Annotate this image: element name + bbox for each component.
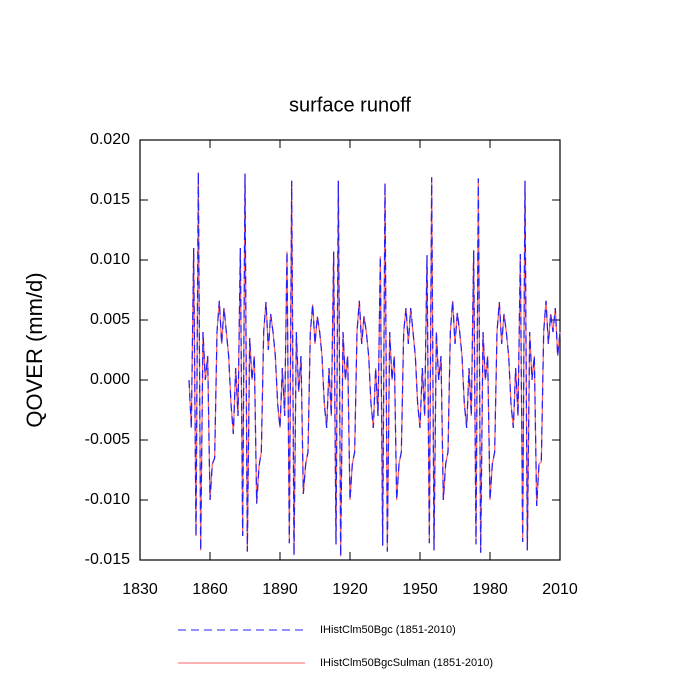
y-tick-label: 0.000 [90, 371, 130, 388]
y-tick-label: -0.005 [85, 431, 130, 448]
x-tick-label: 1980 [472, 581, 508, 598]
legend-label: IHistClm50Bgc (1851-2010) [320, 624, 456, 636]
y-tick-label: -0.015 [85, 551, 130, 568]
x-tick-label: 1920 [332, 581, 368, 598]
y-tick-label: -0.010 [85, 491, 130, 508]
x-tick-label: 1950 [402, 581, 438, 598]
y-tick-label: 0.005 [90, 311, 130, 328]
series-line [188, 172, 561, 557]
chart-title: surface runoff [289, 94, 411, 116]
y-axis-label: QOVER (mm/d) [22, 272, 47, 427]
x-tick-label: 1860 [192, 581, 228, 598]
x-tick-label: 1890 [262, 581, 298, 598]
x-tick-label: 1830 [122, 581, 158, 598]
x-tick-label: 2010 [542, 581, 578, 598]
y-tick-label: 0.015 [90, 191, 130, 208]
y-tick-label: 0.020 [90, 131, 130, 148]
y-tick-label: 0.010 [90, 251, 130, 268]
legend-label: IHistClm50BgcSulman (1851-2010) [320, 657, 493, 669]
series-line [188, 172, 561, 557]
